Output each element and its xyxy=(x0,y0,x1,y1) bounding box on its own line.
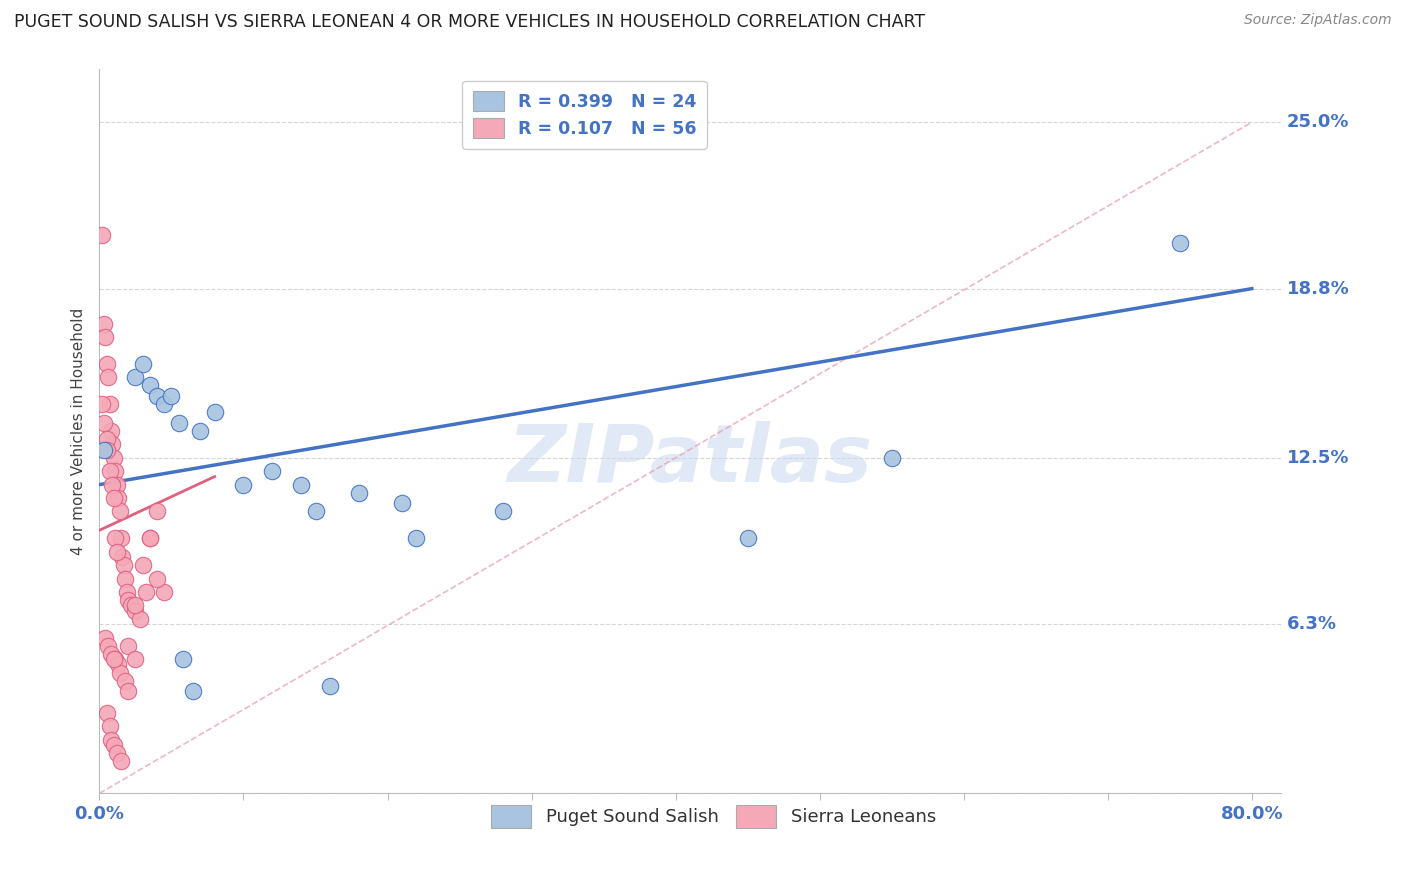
Point xyxy=(124,599,146,613)
Point xyxy=(139,531,162,545)
Point xyxy=(232,477,254,491)
Text: ZIPatlas: ZIPatlas xyxy=(508,421,873,499)
Point xyxy=(146,572,169,586)
Point xyxy=(128,612,150,626)
Point xyxy=(204,405,226,419)
Point xyxy=(124,604,146,618)
Point xyxy=(108,665,131,680)
Point xyxy=(290,477,312,491)
Point xyxy=(347,485,370,500)
Point xyxy=(172,652,194,666)
Point xyxy=(131,558,153,573)
Point xyxy=(103,491,125,505)
Point xyxy=(139,531,162,545)
Point xyxy=(167,416,190,430)
Point xyxy=(96,432,118,446)
Point xyxy=(391,496,413,510)
Text: PUGET SOUND SALISH VS SIERRA LEONEAN 4 OR MORE VEHICLES IN HOUSEHOLD CORRELATION: PUGET SOUND SALISH VS SIERRA LEONEAN 4 O… xyxy=(14,13,925,31)
Point xyxy=(492,504,515,518)
Point xyxy=(110,531,132,545)
Point xyxy=(94,330,117,344)
Point xyxy=(103,450,125,465)
Point xyxy=(110,754,132,768)
Point xyxy=(91,397,114,411)
Point xyxy=(101,437,124,451)
Point xyxy=(135,585,157,599)
Point xyxy=(104,652,127,666)
Point xyxy=(93,317,115,331)
Point xyxy=(96,706,118,720)
Text: 25.0%: 25.0% xyxy=(1286,113,1348,131)
Point xyxy=(304,504,326,518)
Point xyxy=(117,684,139,698)
Point xyxy=(124,652,146,666)
Y-axis label: 4 or more Vehicles in Household: 4 or more Vehicles in Household xyxy=(72,308,86,555)
Point xyxy=(139,378,162,392)
Point xyxy=(146,389,169,403)
Point xyxy=(737,531,759,545)
Point xyxy=(104,464,127,478)
Point xyxy=(131,357,153,371)
Point xyxy=(107,491,129,505)
Point xyxy=(93,442,115,457)
Point xyxy=(153,585,176,599)
Point xyxy=(105,477,128,491)
Point xyxy=(103,652,125,666)
Point xyxy=(262,464,284,478)
Point xyxy=(153,397,176,411)
Point xyxy=(98,464,121,478)
Point xyxy=(94,631,117,645)
Point xyxy=(97,639,120,653)
Point xyxy=(117,639,139,653)
Point xyxy=(96,357,118,371)
Point xyxy=(160,389,183,403)
Point xyxy=(124,370,146,384)
Text: 12.5%: 12.5% xyxy=(1286,449,1348,467)
Point xyxy=(100,647,122,661)
Point xyxy=(98,719,121,733)
Point xyxy=(93,416,115,430)
Point xyxy=(100,732,122,747)
Point xyxy=(319,679,342,693)
Point xyxy=(146,504,169,518)
Point xyxy=(880,450,903,465)
Point xyxy=(104,531,127,545)
Text: Source: ZipAtlas.com: Source: ZipAtlas.com xyxy=(1244,13,1392,28)
Point xyxy=(188,424,211,438)
Text: 18.8%: 18.8% xyxy=(1286,280,1350,298)
Point xyxy=(91,227,114,242)
Point xyxy=(114,673,136,688)
Text: 6.3%: 6.3% xyxy=(1286,615,1337,633)
Point xyxy=(112,558,135,573)
Point xyxy=(108,504,131,518)
Point xyxy=(405,531,427,545)
Point xyxy=(120,599,142,613)
Point xyxy=(100,424,122,438)
Point xyxy=(1168,235,1191,250)
Point xyxy=(96,442,118,457)
Point xyxy=(101,477,124,491)
Point xyxy=(114,572,136,586)
Point xyxy=(105,545,128,559)
Point xyxy=(105,746,128,760)
Point xyxy=(115,585,138,599)
Point xyxy=(97,370,120,384)
Legend: Puget Sound Salish, Sierra Leoneans: Puget Sound Salish, Sierra Leoneans xyxy=(484,797,943,835)
Point xyxy=(111,550,134,565)
Point xyxy=(107,657,129,672)
Point xyxy=(103,738,125,752)
Point xyxy=(181,684,204,698)
Point xyxy=(117,593,139,607)
Point xyxy=(98,397,121,411)
